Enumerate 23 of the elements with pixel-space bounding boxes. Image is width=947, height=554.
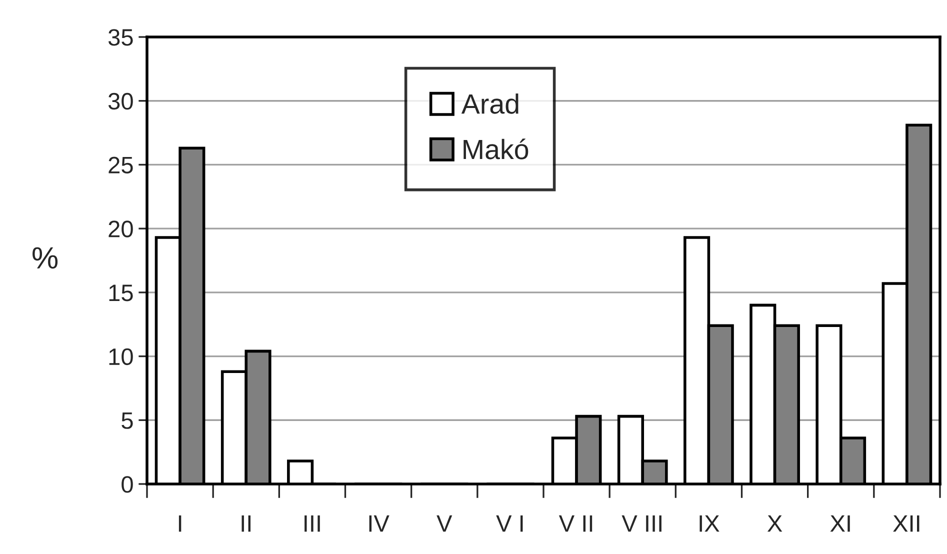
x-tick-label: III	[304, 515, 320, 532]
x-tick-label: V III	[622, 515, 662, 532]
y-tick-label: 35	[108, 29, 133, 46]
x-tick-label: V	[436, 515, 452, 532]
y-tick-label: 5	[122, 412, 133, 429]
x-tick-label: XI	[830, 515, 850, 532]
y-tick-label: 10	[109, 348, 133, 366]
y-tick-label: 20	[108, 220, 133, 238]
y-tick-label: 25	[108, 156, 133, 174]
x-tick-label: X	[767, 515, 782, 532]
legend-label: Arad	[461, 93, 518, 114]
x-tick-label: IV	[369, 515, 390, 532]
legend-label: Makó	[464, 138, 528, 160]
y-tick-label: 0	[122, 476, 133, 493]
y-axis-title: %	[32, 247, 58, 269]
x-tick-label: I	[178, 515, 182, 532]
y-tick-label: 15	[109, 284, 133, 302]
y-tick-label: 30	[108, 92, 133, 110]
x-tick-label: XII	[893, 515, 920, 532]
x-tick-label: V II	[558, 515, 592, 532]
x-tick-label: IX	[700, 515, 720, 532]
x-tick-label: II	[242, 515, 251, 532]
x-tick-label: V I	[496, 515, 523, 532]
